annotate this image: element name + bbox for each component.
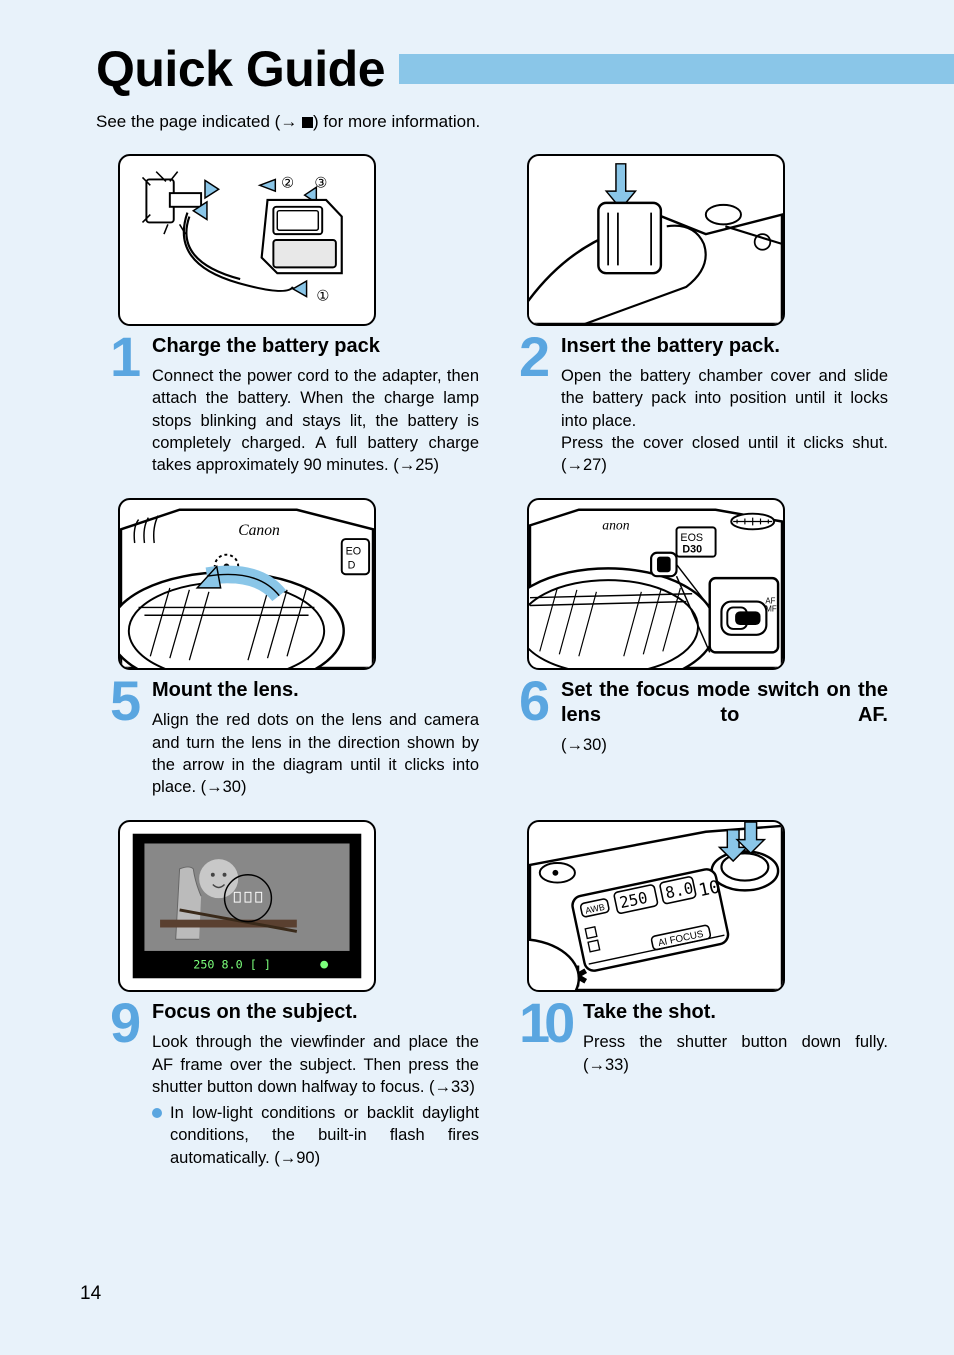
- title-accent-bar: [399, 54, 954, 84]
- manual-page: Quick Guide See the page indicated (→ ) …: [0, 0, 954, 1355]
- subtitle-prefix: See the page indicated (: [96, 112, 280, 131]
- svg-text:D30: D30: [682, 544, 702, 556]
- step-6: anon EOS D30 AF MF: [519, 482, 888, 804]
- step-title: Take the shot.: [583, 1000, 888, 1025]
- step-9: 250 8.0 [ ] 9 Focus on the subject. Look…: [110, 804, 479, 1175]
- step-5-illustration: Canon EO D: [118, 498, 376, 670]
- step-1: ② ③ ① 1 Charge the b: [110, 138, 479, 482]
- step-10-illustration: AWB 250 8.0 10 AI FOCUS ✱: [527, 820, 785, 992]
- svg-text:anon: anon: [602, 518, 629, 533]
- bullet-icon: [152, 1108, 162, 1118]
- step-title: Set the focus mode switch on the lens to…: [561, 678, 888, 728]
- subtitle: See the page indicated (→ ) for more inf…: [0, 112, 954, 132]
- step-2: 2 Insert the battery pack. Open the batt…: [519, 138, 888, 482]
- page-ref-placeholder-icon: [302, 117, 313, 128]
- svg-text:EO: EO: [346, 546, 362, 558]
- step-1-illustration: ② ③ ①: [118, 154, 376, 326]
- bullet-text: In low-light conditions or backlit dayli…: [170, 1102, 479, 1169]
- step-desc: Press the shutter button down fully. (→3…: [583, 1031, 888, 1076]
- step-desc: Align the red dots on the lens and camer…: [152, 709, 479, 798]
- step-desc: Look through the viewfinder and place th…: [152, 1031, 479, 1098]
- svg-text:D: D: [348, 560, 356, 572]
- step-number: 2: [519, 332, 557, 381]
- subtitle-suffix: ) for more information.: [313, 112, 480, 131]
- header: Quick Guide: [0, 0, 954, 98]
- step-title: Insert the battery pack.: [561, 334, 888, 359]
- step-9-illustration: 250 8.0 [ ]: [118, 820, 376, 992]
- svg-text:①: ①: [316, 289, 329, 305]
- step-desc: (→30): [561, 734, 888, 756]
- step-title: Focus on the subject.: [152, 1000, 479, 1025]
- page-number: 14: [80, 1283, 101, 1305]
- step-title: Charge the battery pack: [152, 334, 479, 359]
- svg-text:Canon: Canon: [238, 522, 280, 539]
- step-10: AWB 250 8.0 10 AI FOCUS ✱: [519, 804, 888, 1175]
- svg-text:MF: MF: [765, 605, 776, 614]
- svg-text:②: ②: [281, 175, 294, 191]
- step-number: 1: [110, 332, 148, 381]
- step-6-illustration: anon EOS D30 AF MF: [527, 498, 785, 670]
- step-2-illustration: [527, 154, 785, 326]
- step-bullet: In low-light conditions or backlit dayli…: [152, 1102, 479, 1169]
- step-5: Canon EO D 5: [110, 482, 479, 804]
- step-title: Mount the lens.: [152, 678, 479, 703]
- svg-text:EOS: EOS: [680, 532, 703, 544]
- step-number: 10: [519, 998, 579, 1047]
- step-number: 6: [519, 676, 557, 725]
- page-title: Quick Guide: [96, 40, 399, 98]
- svg-text:250 8.0 [ ]: 250 8.0 [ ]: [193, 958, 271, 972]
- step-number: 9: [110, 998, 148, 1047]
- step-number: 5: [110, 676, 148, 725]
- step-desc: Open the battery chamber cover and slide…: [561, 365, 888, 476]
- steps-grid: ② ③ ① 1 Charge the b: [0, 138, 954, 1175]
- step-desc: Connect the power cord to the adapter, t…: [152, 365, 479, 476]
- subtitle-arrow: →: [280, 112, 302, 131]
